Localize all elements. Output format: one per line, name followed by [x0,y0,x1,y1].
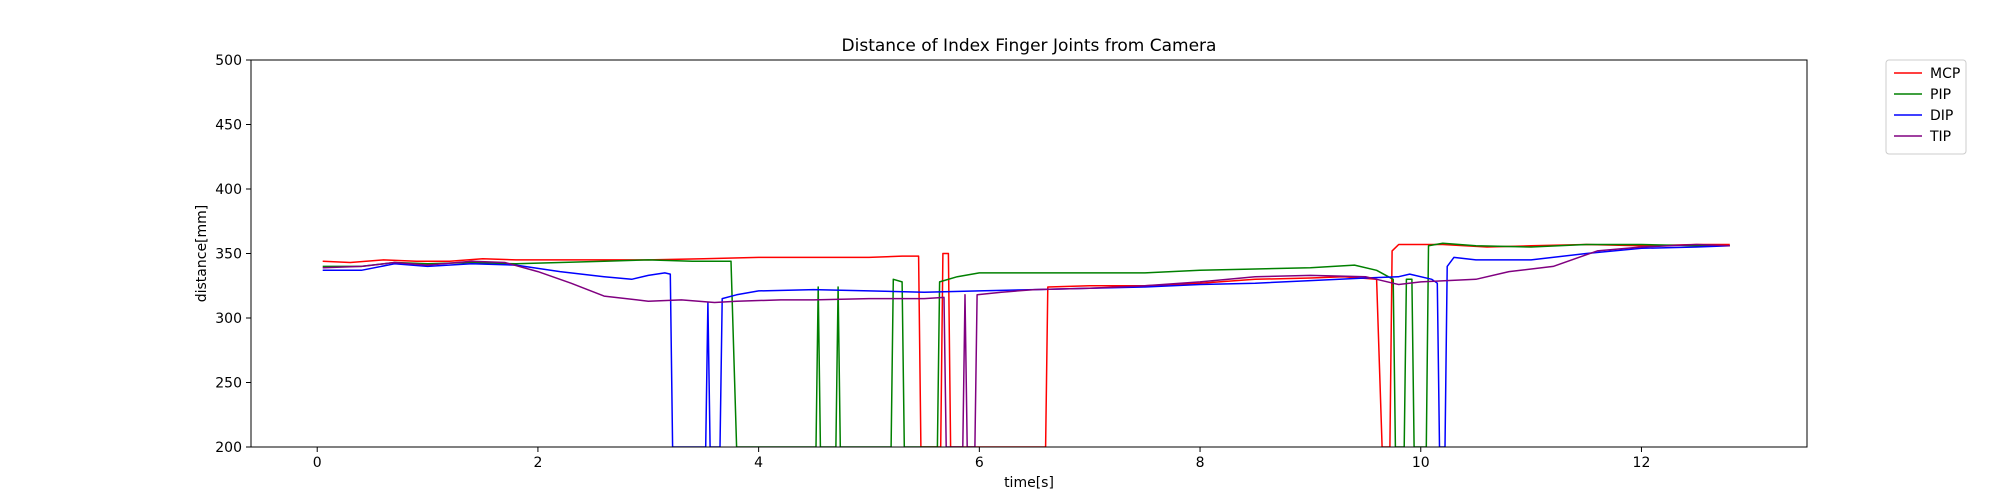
x-tick-label: 2 [533,455,542,471]
x-tick-label: 4 [754,455,763,471]
chart-title: Distance of Index Finger Joints from Cam… [842,36,1217,56]
x-tick-label: 12 [1633,455,1651,471]
x-axis: 0 2 4 6 8 10 12 [313,447,1651,471]
legend-label-mcp: MCP [1930,66,1960,82]
x-tick-label: 10 [1412,455,1430,471]
series-line-tip [322,243,1730,447]
legend: MCP PIP DIP TIP [1885,59,1967,155]
y-tick-label: 450 [215,118,242,134]
series-line-pip [322,242,1730,447]
legend-label-pip: PIP [1930,87,1951,103]
x-axis-label: time[s] [1004,475,1054,491]
y-tick-label: 200 [215,440,242,456]
plot-frame [250,59,1808,448]
y-tick-label: 300 [215,311,242,327]
series-line-mcp [322,243,1730,447]
legend-label-dip: DIP [1930,108,1953,124]
y-axis: 200 250 300 350 400 450 500 [215,53,251,456]
y-tick-label: 250 [215,376,242,392]
x-tick-label: 0 [313,455,322,471]
y-tick-label: 400 [215,182,242,198]
y-tick-label: 500 [215,53,242,69]
legend-label-tip: TIP [1929,129,1951,145]
x-tick-label: 6 [975,455,984,471]
legend-box [1885,59,1967,155]
y-axis-label: distance[mm] [194,205,210,303]
y-tick-label: 350 [215,247,242,263]
x-tick-label: 8 [1196,455,1205,471]
plot-lines [322,242,1730,447]
series-line-dip [322,245,1730,447]
